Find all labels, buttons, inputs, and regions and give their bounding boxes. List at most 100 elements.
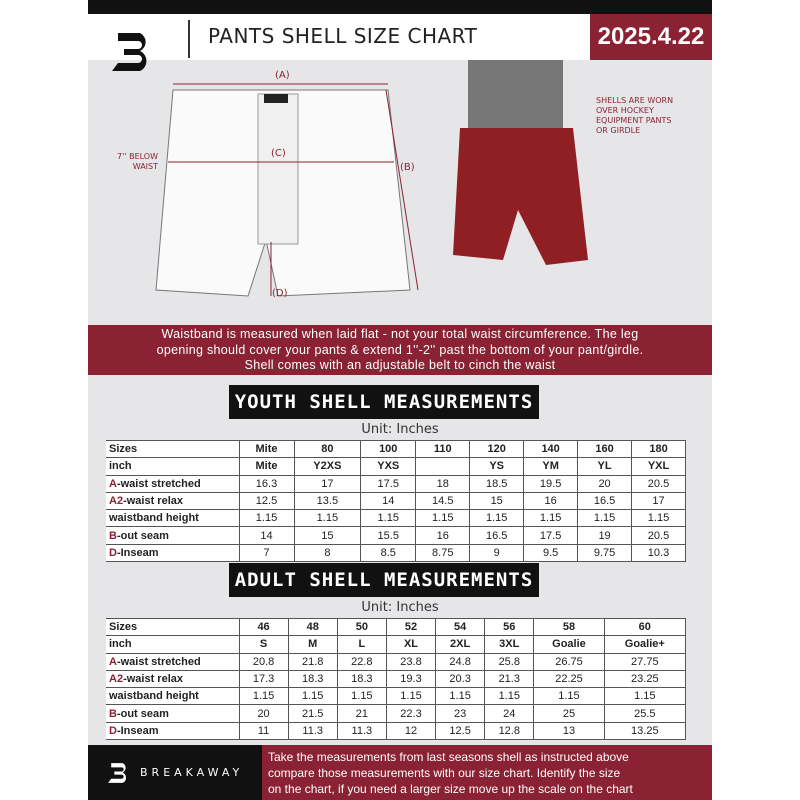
divider [188,20,190,58]
youth-unit: Unit: Inches [361,422,439,437]
row-label-text: -waist relax [123,495,183,508]
table-cell: 15.5 [360,526,417,545]
row-label-text: inch [109,460,132,473]
row-label: D-Inseam [106,721,240,741]
label-c: (C) [271,148,286,159]
table-cell: 14 [238,526,295,545]
table-cell: 1.15 [577,509,633,528]
table-cell: Y2XS [293,457,362,476]
breakaway-logo-small [108,763,126,783]
table-row: D-Inseam 11 11.3 11.3 12 12.5 12.8 13 13.25 [106,721,687,741]
table-cell: 25.5 [603,704,687,723]
info-line: Shell comes with an adjustable belt to c… [244,358,556,372]
table-cell: 20.8 [238,652,289,671]
table-cell: 9.75 [577,543,633,563]
table-cell: 1.15 [336,687,387,706]
table-cell: 12.8 [484,721,535,741]
row-label: A2-waist relax [106,669,240,689]
table-cell: 8.75 [415,543,471,563]
footer: BREAKAWAY Take the measurements from las… [88,745,712,800]
table-cell: 16.5 [469,526,525,545]
row-prefix: B [109,707,117,720]
footer-instructions: Take the measurements from last seasons … [262,745,712,800]
row-label-text: -out seam [116,529,169,542]
date-badge: 2025.4.22 [590,14,712,60]
label-a: (A) [275,70,290,81]
breakaway-logo [112,33,147,71]
pants-illustration [155,60,588,297]
table-row: A2-waist relax 12.5 13.5 14 14.5 15 16 16.5 17 [106,491,686,511]
table-cell: 1.15 [238,687,289,706]
row-label: Sizes [106,617,240,637]
size-chart-page: PANTS SHELL SIZE CHART 2025.4.22 (A) (C)… [88,0,712,800]
row-prefix: A [109,655,117,668]
table-cell: 11 [238,721,289,741]
table-cell: 9 [469,543,525,563]
row-label: A-waist stretched [106,474,240,493]
table-cell: 26.75 [533,652,605,671]
table-cell: 17 [631,491,686,511]
table-cell: 80 [293,439,362,459]
footer-brand-block: BREAKAWAY [88,745,262,800]
table-cell: 24.8 [435,652,486,671]
table-cell: 25 [533,704,605,723]
table-cell: 19.5 [523,474,579,493]
table-cell: 1.15 [360,509,417,528]
top-bar [88,0,712,14]
youth-title: YOUTH SHELL MEASUREMENTS [229,385,539,419]
table-cell: Goalie+ [603,635,687,654]
table-cell: 3XL [484,635,535,654]
info-line: opening should cover your pants & extend… [156,342,644,357]
table-cell: 17.3 [238,669,289,689]
row-prefix: A2 [109,673,124,686]
table-cell: 16.3 [238,474,295,493]
page-title: PANTS SHELL SIZE CHART [208,24,478,48]
table-row: inch Mite Y2XS YXS YS YM YL YXL [106,457,686,476]
table-cell: 1.15 [293,509,362,528]
table-cell: 58 [533,617,605,637]
table-cell: 13.5 [293,491,362,511]
table-cell [415,457,471,476]
table-cell: 140 [523,439,579,459]
table-cell: 1.15 [435,687,486,706]
row-label: waistband height [106,687,240,706]
header: PANTS SHELL SIZE CHART 2025.4.22 [88,14,712,71]
table-cell: 23.25 [603,669,687,689]
table-cell: Goalie [533,635,605,654]
table-cell: 52 [385,617,437,637]
table-cell: 20.5 [631,526,686,545]
row-prefix: A2 [109,495,124,508]
table-cell: 12 [385,721,437,741]
table-cell: Mite [238,439,295,459]
table-cell: S [238,635,289,654]
table-cell: 14.5 [415,491,471,511]
table-cell: 1.15 [287,687,338,706]
row-label: inch [106,635,240,654]
table-cell: 24 [484,704,535,723]
adult-table: Sizes 46 48 50 52 54 56 58 60 inch S M L XL 2XL 3XL Goal… [106,617,687,741]
table-cell: 13 [533,721,605,741]
table-cell: 18 [415,474,471,493]
table-cell: Mite [238,457,295,476]
table-cell: YL [577,457,633,476]
table-row: B-out seam 20 21.5 21 22.3 23 24 25 25.5 [106,704,687,723]
table-cell: YXL [631,457,686,476]
table-cell: 8 [293,543,362,563]
table-cell: 21 [336,704,387,723]
table-cell: 60 [603,617,687,637]
table-cell: 180 [631,439,686,459]
table-cell: YM [523,457,579,476]
row-label-text: inch [109,638,132,651]
table-cell: 16 [523,491,579,511]
table-cell: 21.5 [287,704,338,723]
table-row: Sizes Mite 80 100 110 120 140 160 180 [106,439,686,459]
table-cell: 16 [415,526,471,545]
row-label: Sizes [106,439,240,459]
table-cell: 20.5 [631,474,686,493]
table-cell: YS [469,457,525,476]
footer-line: compare those measurements with our size… [268,766,621,780]
below-waist-note: 7'' BELOW WAIST [117,152,158,171]
table-cell: 14 [360,491,417,511]
table-cell: 46 [238,617,289,637]
table-cell: 1.15 [523,509,579,528]
